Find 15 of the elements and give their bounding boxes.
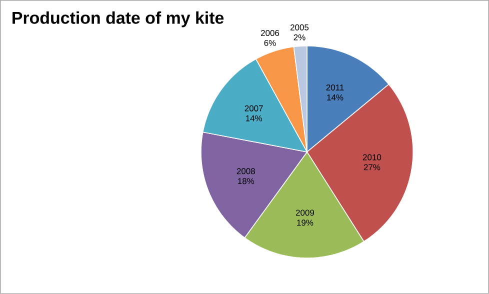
slice-label: 2006 xyxy=(261,30,280,36)
data-label: 2% xyxy=(294,34,306,40)
slice-label: 2010 xyxy=(362,154,382,160)
slice-label: 2005 xyxy=(290,24,309,30)
data-label: 27% xyxy=(364,164,380,170)
data-label: 14% xyxy=(246,115,262,122)
data-label: 19% xyxy=(297,220,314,226)
data-label: 14% xyxy=(327,94,344,100)
chart-title: Production date of my kite xyxy=(12,11,224,28)
slice-label: 2009 xyxy=(296,210,314,216)
slice-label: 2011 xyxy=(326,84,344,91)
slice-label: 2008 xyxy=(236,168,255,174)
data-label: 6% xyxy=(264,40,276,46)
data-label: 18% xyxy=(238,178,254,184)
slice-label: 2007 xyxy=(244,105,263,112)
